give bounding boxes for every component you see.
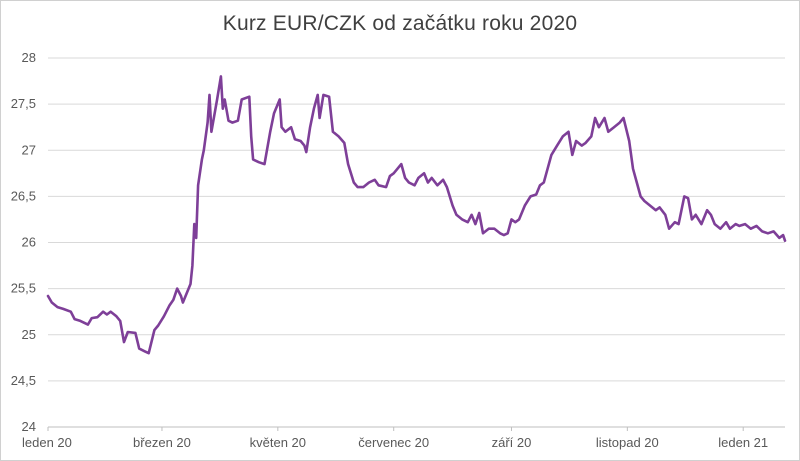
y-tick-label: 24 [22, 419, 36, 434]
y-tick-label: 28 [22, 50, 36, 65]
y-tick-label: 25 [22, 327, 36, 342]
x-axis: leden 20 březen 20 květen 20 červenec 20 zář… [22, 427, 768, 450]
x-tick-label: listopad 20 [596, 435, 659, 450]
plot-area [46, 75, 787, 355]
x-tick-label: květen 20 [250, 435, 306, 450]
x-tick-label: leden 21 [718, 435, 768, 450]
x-tick-label: březen 20 [133, 435, 191, 450]
y-tick-label: 24,5 [11, 373, 36, 388]
y-tick-label: 27 [22, 142, 36, 157]
chart-title: Kurz EUR/CZK od začátku roku 2020 [222, 12, 578, 35]
y-tick-label: 26,5 [11, 188, 36, 203]
y-tick-label: 26 [22, 235, 36, 250]
x-tick-label: leden 20 [22, 435, 72, 450]
x-tick-label: červenec 20 [358, 435, 429, 450]
series-line [46, 75, 787, 355]
x-tick-label: září 20 [492, 435, 532, 450]
y-axis: 24 24,5 25 25,5 26 26,5 27 27,5 28 [11, 50, 36, 434]
y-tick-label: 25,5 [11, 281, 36, 296]
gridlines [48, 57, 785, 428]
y-tick-label: 27,5 [11, 96, 36, 111]
